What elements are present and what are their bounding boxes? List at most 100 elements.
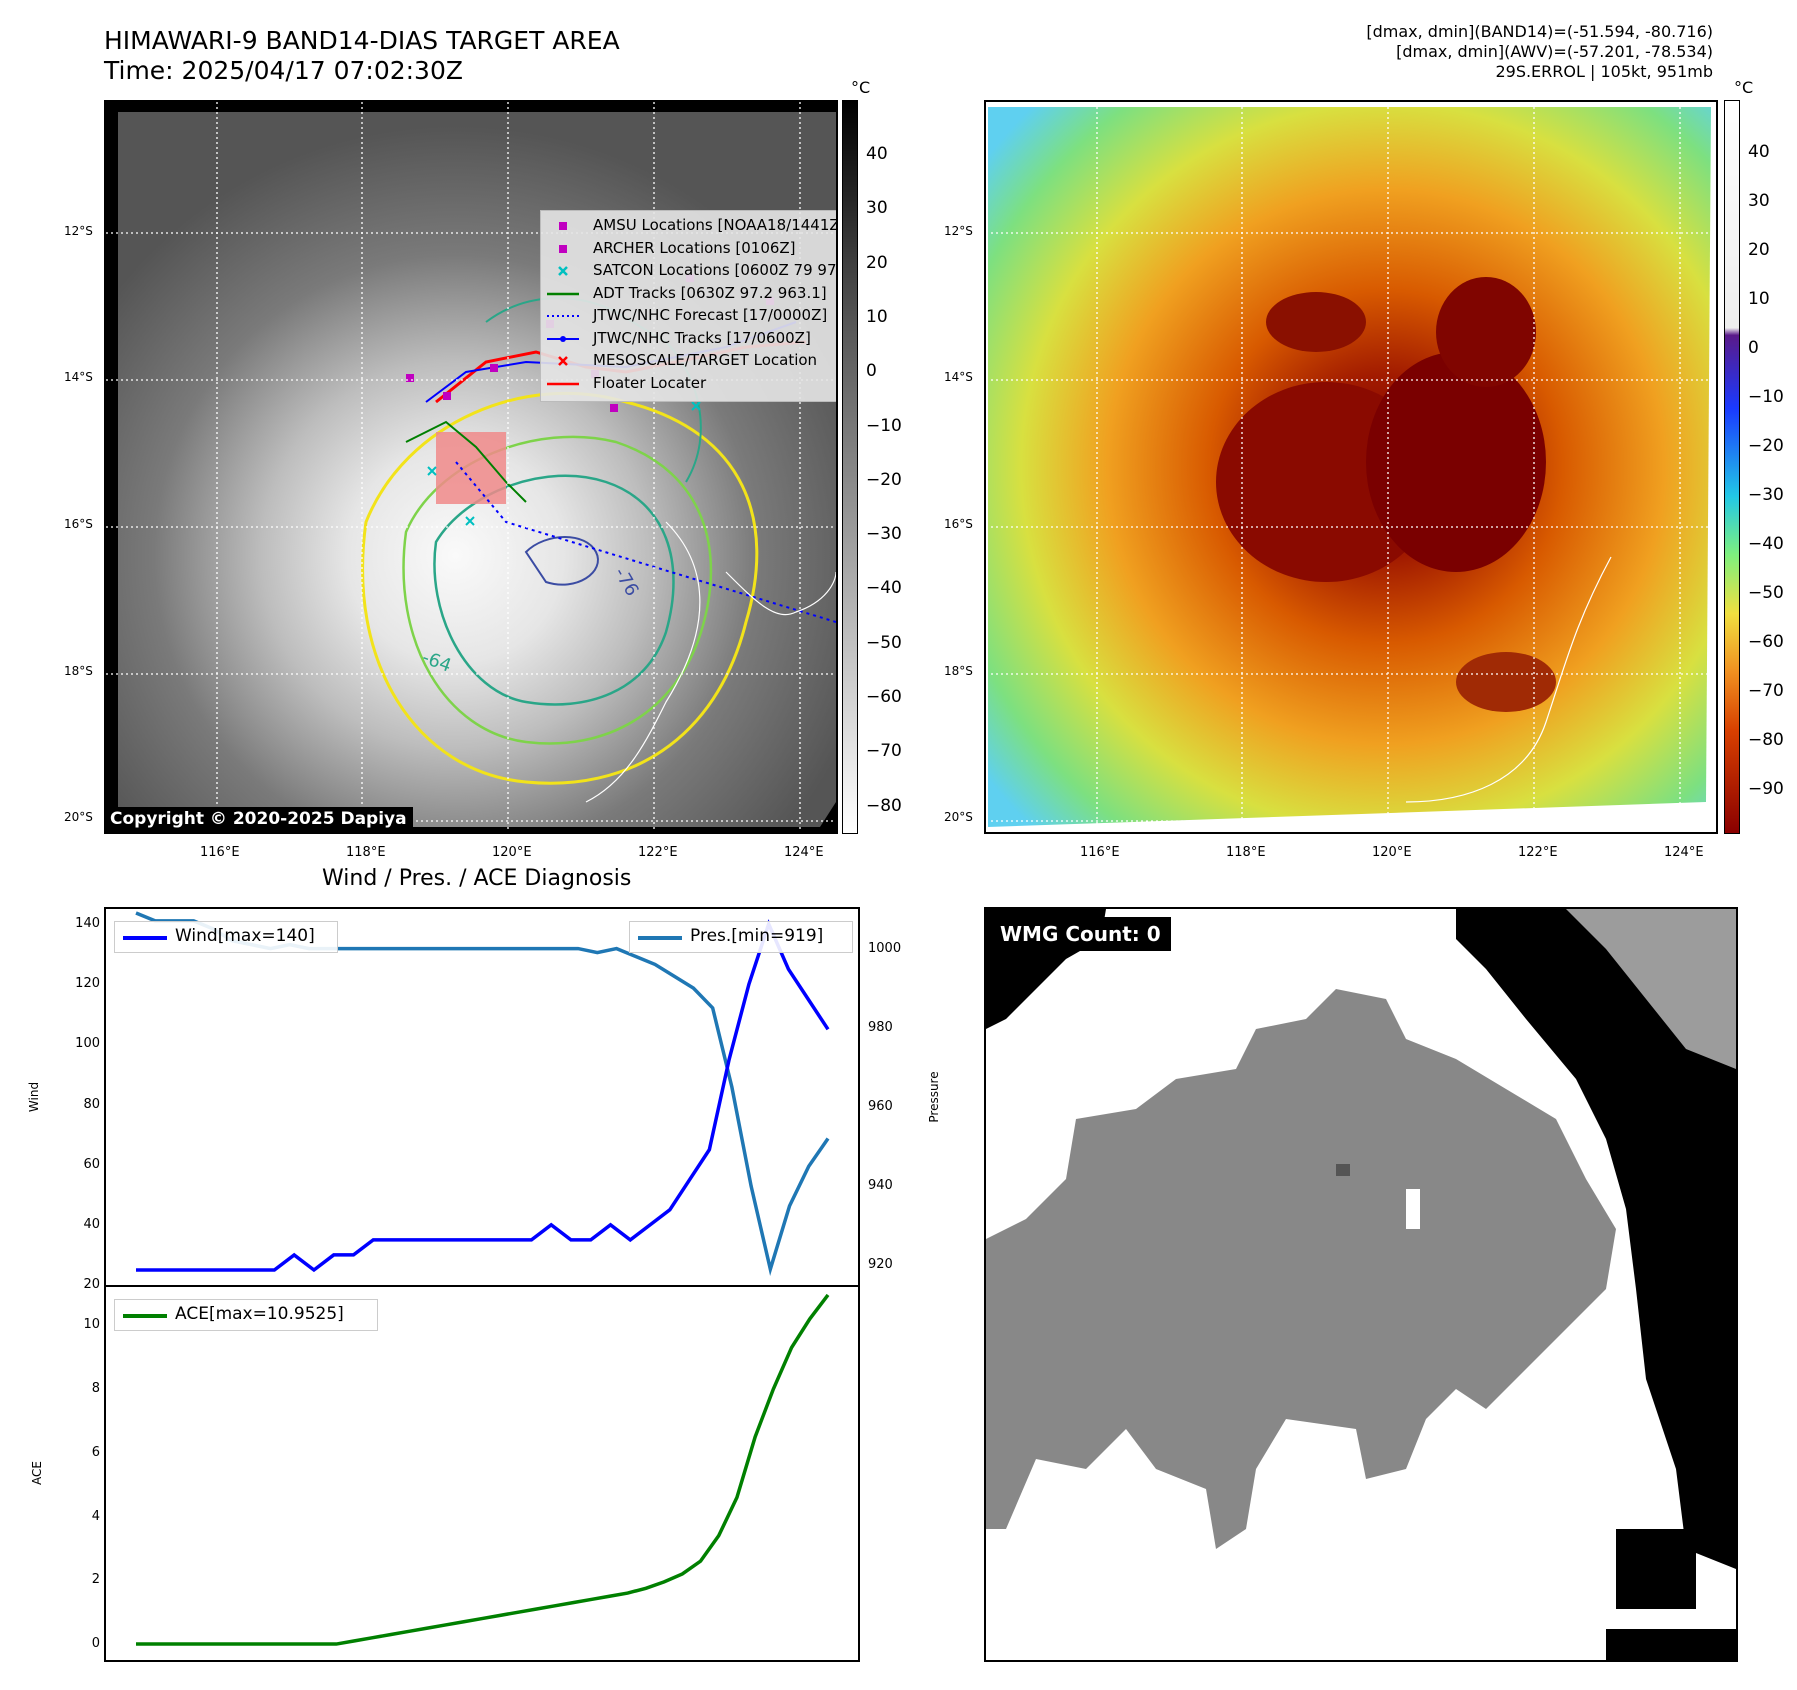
info-box: [dmax, dmin](BAND14)=(-51.594, -80.716) … (1366, 22, 1713, 82)
right-colorbar-tick: −60 (1748, 632, 1784, 652)
left-colorbar-tick: −40 (866, 578, 902, 599)
left-colorbar-tick: −70 (866, 741, 902, 762)
lat-label: 16°S (944, 517, 973, 531)
y-tick-label: 10 (83, 1317, 100, 1333)
legend-label: JTWC/NHC Forecast [17/0000Z] (593, 306, 828, 324)
y-tick-label: 960 (868, 1098, 893, 1114)
right-colorbar-tick: −40 (1748, 534, 1784, 554)
lat-label: 20°S (944, 810, 973, 824)
right-colorbar-tick: −30 (1748, 485, 1784, 505)
legend-marker-icon (547, 375, 579, 393)
legend-marker-icon (547, 307, 579, 325)
right-colorbar-tick: −70 (1748, 681, 1784, 701)
pressure-legend: Pres.[min=919] (629, 921, 853, 953)
left-colorbar-unit: °C (851, 78, 871, 97)
right-colorbar-tick: 10 (1748, 289, 1770, 309)
right-colorbar-tick: −80 (1748, 730, 1784, 750)
lat-label: 14°S (944, 370, 973, 384)
y-tick-label: 6 (91, 1444, 100, 1460)
awv-map-panel (984, 100, 1718, 834)
pressure-legend-text: Pres.[min=919] (690, 926, 824, 946)
ace-plot (136, 1293, 830, 1646)
y-tick-label: 100 (75, 1036, 100, 1052)
right-colorbar-tick: −50 (1748, 583, 1784, 603)
wmg-image (986, 909, 1736, 1660)
right-colorbar-tick: −20 (1748, 436, 1784, 456)
left-colorbar-tick: −80 (866, 795, 902, 816)
copyright-notice: Copyright © 2020-2025 Dapiya (104, 807, 413, 831)
legend-label: JTWC/NHC Tracks [17/0600Z] (593, 328, 811, 347)
y-tick-label: 40 (83, 1216, 100, 1232)
left-colorbar (842, 100, 858, 834)
legend-label: MESOSCALE/TARGET Location (593, 351, 818, 369)
pressure-series-line (135, 911, 830, 1276)
y-tick-label: 940 (868, 1178, 893, 1194)
map-legend: AMSU Locations [NOAA18/1441Z 111 949] ARC… (540, 210, 838, 402)
lon-label: 116°E (1080, 845, 1120, 860)
ace-axis-label: ACE (30, 1461, 44, 1485)
y-tick-label: 20 (83, 1277, 100, 1292)
lon-label: 120°E (1372, 845, 1412, 860)
legend-label: AMSU Locations [NOAA18/1441Z 111 949] (593, 216, 838, 234)
ace-legend-text: ACE[max=10.9525] (175, 1304, 344, 1324)
right-colorbar-tick: −90 (1748, 779, 1784, 799)
left-colorbar-tick: 20 (866, 252, 888, 273)
lat-label: 12°S (944, 224, 973, 238)
legend-entry: MESOSCALE/TARGET Location (541, 350, 836, 372)
y-tick-label: 140 (75, 916, 100, 932)
lon-label: 118°E (1226, 845, 1266, 860)
lat-label: 18°S (64, 664, 93, 678)
lon-label: 118°E (346, 845, 386, 860)
left-colorbar-tick: −20 (866, 469, 902, 490)
legend-marker-icon (547, 352, 579, 370)
y-tick-label: 980 (868, 1019, 893, 1035)
y-tick-label: 60 (83, 1156, 100, 1172)
lat-label: 18°S (944, 664, 973, 678)
right-colorbar (1724, 100, 1740, 834)
wmg-panel: WMG Count: 0 (984, 907, 1738, 1662)
legend-entry: JTWC/NHC Tracks [17/0600Z] (541, 328, 836, 350)
right-colorbar-unit: °C (1734, 78, 1754, 97)
ace-legend: ACE[max=10.9525] (114, 1299, 378, 1331)
legend-marker-icon (547, 285, 579, 303)
ace-series-line (136, 1293, 830, 1646)
right-colorbar-tick: 20 (1748, 240, 1770, 260)
legend-entry: JTWC/NHC Forecast [17/0000Z] (541, 305, 836, 327)
chart-title: HIMAWARI-9 BAND14-DIAS TARGET AREA Time: … (104, 26, 620, 85)
y-tick-label: 80 (83, 1096, 100, 1112)
legend-label: SATCON Locations [0600Z 79 973] (593, 261, 838, 279)
legend-marker-icon (547, 217, 579, 235)
right-colorbar-tick: 0 (1748, 338, 1759, 358)
lon-label: 122°E (1518, 845, 1558, 860)
left-colorbar-tick: −50 (866, 632, 902, 653)
left-colorbar-tick: −60 (866, 687, 902, 707)
lon-label: 124°E (784, 845, 824, 860)
y-tick-label: 0 (91, 1636, 100, 1652)
right-colorbar-tick: 40 (1748, 142, 1770, 162)
wind-pressure-plot (135, 911, 830, 1276)
legend-entry: ARCHER Locations [0106Z] (541, 238, 836, 260)
legend-label: Floater Locater (593, 373, 707, 392)
y-tick-label: 2 (91, 1572, 100, 1588)
left-colorbar-tick: 10 (866, 306, 888, 327)
left-colorbar-tick: −10 (866, 415, 902, 436)
info-band14: [dmax, dmin](BAND14)=(-51.594, -80.716) (1366, 22, 1713, 41)
lat-label: 12°S (64, 224, 93, 238)
lat-label: 14°S (64, 370, 93, 384)
lon-label: 122°E (638, 845, 678, 860)
ace-panel: ACE[max=10.9525] (104, 1285, 860, 1662)
left-colorbar-tick: 0 (866, 361, 877, 382)
legend-marker-icon (547, 240, 579, 258)
legend-marker-icon (547, 262, 579, 280)
y-tick-label: 1000 (868, 940, 902, 956)
wmg-count-label: WMG Count: 0 (990, 917, 1171, 951)
pressure-axis-label: Pressure (927, 1071, 941, 1123)
lon-label: 116°E (200, 845, 240, 860)
legend-marker-icon (547, 330, 579, 348)
lat-label: 20°S (64, 810, 93, 824)
legend-entry: SATCON Locations [0600Z 79 973] (541, 260, 838, 282)
legend-label: ADT Tracks [0630Z 97.2 963.1] (593, 283, 827, 302)
legend-entry: ADT Tracks [0630Z 97.2 963.1] (541, 283, 836, 305)
lon-label: 120°E (492, 845, 532, 860)
legend-label: ARCHER Locations [0106Z] (593, 238, 796, 257)
